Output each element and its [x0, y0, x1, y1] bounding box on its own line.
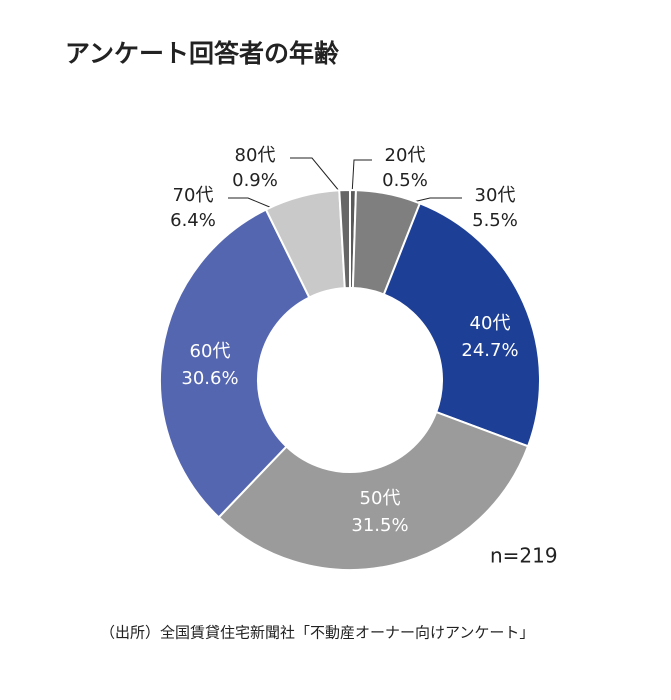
value-label: 24.7% [461, 340, 518, 361]
leader-line [228, 197, 273, 209]
value-label: 5.5% [472, 210, 518, 231]
value-label: 0.5% [382, 170, 428, 191]
category-label: 40代 [470, 313, 511, 334]
donut-slice [338, 188, 351, 290]
category-label: 30代 [475, 185, 516, 206]
donut-slice [217, 410, 530, 571]
value-label: 6.4% [170, 210, 216, 231]
value-label: 31.5% [351, 515, 408, 536]
value-label: 30.6% [181, 368, 238, 389]
leader-line [351, 159, 372, 196]
value-label: 0.9% [232, 170, 278, 191]
category-label: 50代 [360, 488, 401, 509]
sample-size: n=219 [490, 544, 558, 568]
source-note: （出所）全国賃貸住宅新聞社「不動産オーナー向けアンケート」 [100, 624, 534, 642]
chart-title: アンケート回答者の年齢 [65, 39, 339, 68]
category-label: 80代 [235, 145, 276, 166]
leader-line [290, 157, 341, 193]
category-label: 60代 [190, 341, 231, 362]
donut-slice [382, 202, 541, 448]
category-label: 20代 [385, 145, 426, 166]
donut-slice [159, 208, 311, 519]
category-label: 70代 [173, 185, 214, 206]
